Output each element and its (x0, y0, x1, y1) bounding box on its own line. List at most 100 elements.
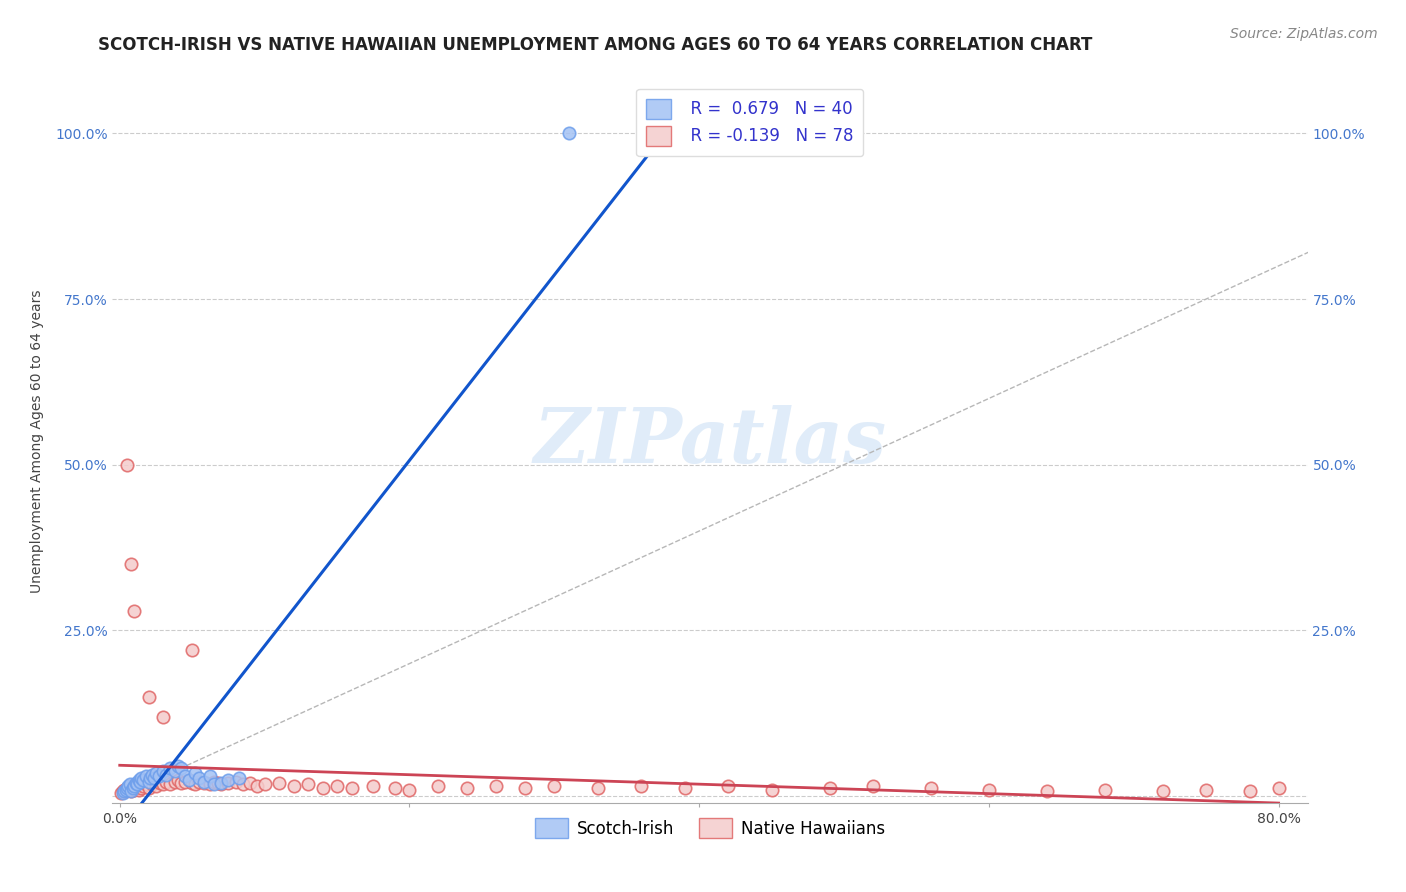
Point (111, 786, 134, 800)
Point (155, 768, 177, 782)
Point (1036, 784, 1059, 798)
Point (127, 779, 149, 793)
Point (630, 779, 652, 793)
Point (124, 781, 146, 796)
Point (163, 774, 186, 789)
Point (159, 777, 181, 791)
Point (1152, 784, 1174, 798)
Point (198, 777, 221, 791)
Point (543, 779, 565, 793)
Point (297, 777, 319, 791)
Point (311, 781, 333, 796)
Point (202, 777, 225, 791)
Point (673, 781, 696, 796)
Point (152, 709, 174, 723)
Point (128, 772, 150, 787)
Point (117, 782, 139, 797)
Point (118, 779, 141, 793)
Point (129, 774, 152, 789)
Point (558, 126, 581, 140)
Point (141, 777, 163, 791)
Point (120, 557, 142, 571)
Point (198, 769, 221, 783)
Point (427, 779, 450, 793)
Point (193, 776, 215, 790)
Point (818, 781, 841, 796)
Point (115, 458, 138, 472)
Point (267, 776, 290, 790)
Point (139, 771, 162, 785)
Point (179, 772, 201, 787)
Point (127, 777, 149, 791)
Point (131, 771, 153, 785)
Point (132, 779, 155, 793)
Text: ZIPatlas: ZIPatlas (533, 405, 887, 478)
Point (1195, 782, 1218, 797)
Point (188, 771, 211, 785)
Point (239, 776, 262, 790)
Point (115, 781, 138, 796)
Point (166, 759, 188, 773)
Point (121, 781, 143, 796)
Point (659, 126, 682, 140)
Point (120, 784, 142, 798)
Point (169, 776, 191, 790)
Point (384, 781, 406, 796)
Point (1094, 782, 1116, 797)
Point (143, 771, 166, 785)
Point (326, 779, 349, 793)
Point (181, 643, 204, 657)
Point (138, 774, 160, 789)
Point (149, 776, 172, 790)
Point (132, 772, 155, 787)
Point (174, 769, 197, 783)
Point (1239, 784, 1261, 798)
Point (131, 781, 153, 796)
Point (114, 782, 136, 797)
Point (184, 777, 207, 791)
Point (1267, 781, 1289, 796)
Point (166, 772, 188, 787)
Point (148, 769, 170, 783)
Point (128, 782, 150, 797)
Point (207, 776, 229, 790)
Point (124, 776, 146, 790)
Point (112, 782, 135, 797)
Point (152, 777, 174, 791)
Point (253, 777, 276, 791)
Point (228, 771, 250, 785)
Point (761, 782, 783, 797)
Point (361, 779, 384, 793)
Point (122, 603, 145, 617)
Point (717, 779, 740, 793)
Point (120, 784, 142, 798)
Legend: Scotch-Irish, Native Hawaiians: Scotch-Irish, Native Hawaiians (529, 812, 891, 845)
Point (141, 768, 163, 782)
Point (217, 772, 239, 787)
Point (485, 779, 508, 793)
Point (135, 777, 157, 791)
Point (118, 777, 141, 791)
Point (135, 769, 157, 783)
Point (209, 777, 232, 791)
Point (122, 782, 145, 797)
Y-axis label: Unemployment Among Ages 60 to 64 years: Unemployment Among Ages 60 to 64 years (30, 290, 44, 593)
Point (456, 781, 478, 796)
Point (586, 781, 609, 796)
Point (217, 776, 239, 790)
Point (179, 772, 201, 787)
Point (920, 781, 942, 796)
Point (232, 777, 254, 791)
Point (121, 781, 143, 796)
Point (977, 782, 1000, 797)
Point (862, 779, 884, 793)
Text: Source: ZipAtlas.com: Source: ZipAtlas.com (1230, 27, 1378, 41)
Point (145, 779, 167, 793)
Point (174, 774, 197, 789)
Point (209, 776, 232, 790)
Point (138, 781, 160, 796)
Point (145, 766, 167, 780)
Point (184, 766, 207, 780)
Point (111, 784, 134, 798)
Point (188, 774, 211, 789)
